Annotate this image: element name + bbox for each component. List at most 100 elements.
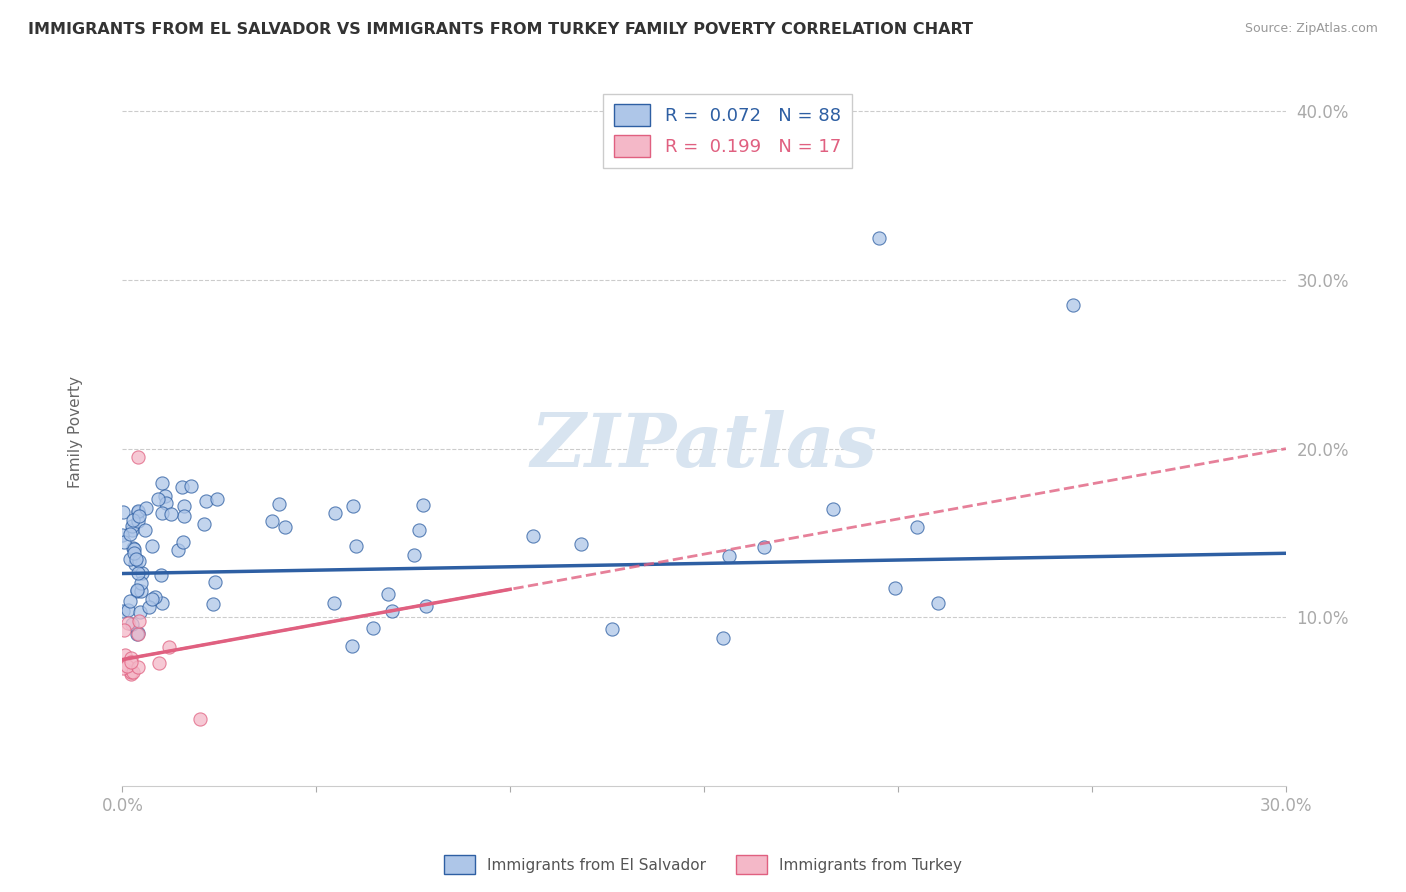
Point <box>127 514 149 528</box>
Point <box>120 651 142 665</box>
Point <box>1062 298 1084 312</box>
Point <box>193 516 215 531</box>
Point <box>188 712 211 726</box>
Point <box>112 534 135 549</box>
Point <box>143 590 166 604</box>
Text: IMMIGRANTS FROM EL SALVADOR VS IMMIGRANTS FROM TURKEY FAMILY POVERTY CORRELATION: IMMIGRANTS FROM EL SALVADOR VS IMMIGRANT… <box>28 22 973 37</box>
Point <box>415 599 437 614</box>
Point <box>522 528 544 542</box>
Point <box>128 508 150 523</box>
Point <box>711 631 734 645</box>
Point <box>150 476 173 491</box>
Point <box>127 626 149 640</box>
Point <box>124 557 146 571</box>
Point <box>195 494 218 508</box>
Point <box>117 659 139 673</box>
Point <box>274 520 297 534</box>
Point <box>125 583 148 598</box>
Point <box>121 616 143 631</box>
Text: Family Poverty: Family Poverty <box>69 376 83 488</box>
Point <box>112 623 135 637</box>
Point <box>267 497 290 511</box>
Point <box>125 626 148 640</box>
Point <box>717 549 740 563</box>
Point <box>111 527 134 541</box>
Point <box>323 506 346 520</box>
Point <box>122 513 145 527</box>
Point <box>127 505 149 519</box>
Legend: Immigrants from El Salvador, Immigrants from Turkey: Immigrants from El Salvador, Immigrants … <box>437 849 969 880</box>
Point <box>150 506 173 520</box>
Point <box>167 543 190 558</box>
Text: Source: ZipAtlas.com: Source: ZipAtlas.com <box>1244 22 1378 36</box>
Point <box>120 655 142 669</box>
Point <box>112 505 135 519</box>
Point <box>128 614 150 628</box>
Point <box>127 566 149 580</box>
Point <box>117 603 139 617</box>
Point <box>120 667 142 681</box>
Point <box>155 496 177 510</box>
Point <box>146 491 169 506</box>
Point <box>150 596 173 610</box>
Point <box>122 541 145 556</box>
Point <box>127 627 149 641</box>
Point <box>131 575 153 590</box>
Point <box>402 549 425 563</box>
Point <box>121 523 143 537</box>
Point <box>340 639 363 653</box>
Point <box>377 587 399 601</box>
Point <box>127 504 149 518</box>
Point <box>323 596 346 610</box>
Point <box>201 598 224 612</box>
Point <box>122 665 145 679</box>
Point <box>205 491 228 506</box>
Point <box>127 450 149 464</box>
Point <box>754 540 776 554</box>
Point <box>112 661 135 675</box>
Point <box>823 501 845 516</box>
Point <box>172 480 194 494</box>
Point <box>124 551 146 566</box>
Legend: R =  0.072   N = 88, R =  0.199   N = 17: R = 0.072 N = 88, R = 0.199 N = 17 <box>603 94 852 169</box>
Point <box>412 498 434 512</box>
Point <box>121 518 143 533</box>
Point <box>129 584 152 599</box>
Point <box>173 509 195 524</box>
Point <box>204 574 226 589</box>
Point <box>361 621 384 635</box>
Point <box>927 596 949 610</box>
Point <box>122 546 145 560</box>
Point <box>157 640 180 655</box>
Point <box>120 527 142 541</box>
Point <box>342 500 364 514</box>
Point <box>153 489 176 503</box>
Point <box>600 623 623 637</box>
Point <box>381 604 404 618</box>
Point <box>117 615 139 630</box>
Point <box>114 648 136 663</box>
Point <box>344 539 367 553</box>
Point <box>129 605 152 619</box>
Point <box>262 514 284 528</box>
Point <box>150 568 173 582</box>
Point <box>141 592 163 607</box>
Point <box>118 552 141 566</box>
Point <box>905 519 928 533</box>
Point <box>571 537 593 551</box>
Point <box>122 541 145 555</box>
Point <box>134 523 156 537</box>
Point <box>141 539 163 553</box>
Point <box>160 508 183 522</box>
Point <box>868 231 890 245</box>
Point <box>180 479 202 493</box>
Point <box>127 660 149 674</box>
Point <box>120 665 142 680</box>
Point <box>118 593 141 607</box>
Point <box>173 499 195 513</box>
Point <box>127 584 149 599</box>
Point <box>128 554 150 568</box>
Point <box>883 582 905 596</box>
Point <box>172 535 194 549</box>
Point <box>135 501 157 516</box>
